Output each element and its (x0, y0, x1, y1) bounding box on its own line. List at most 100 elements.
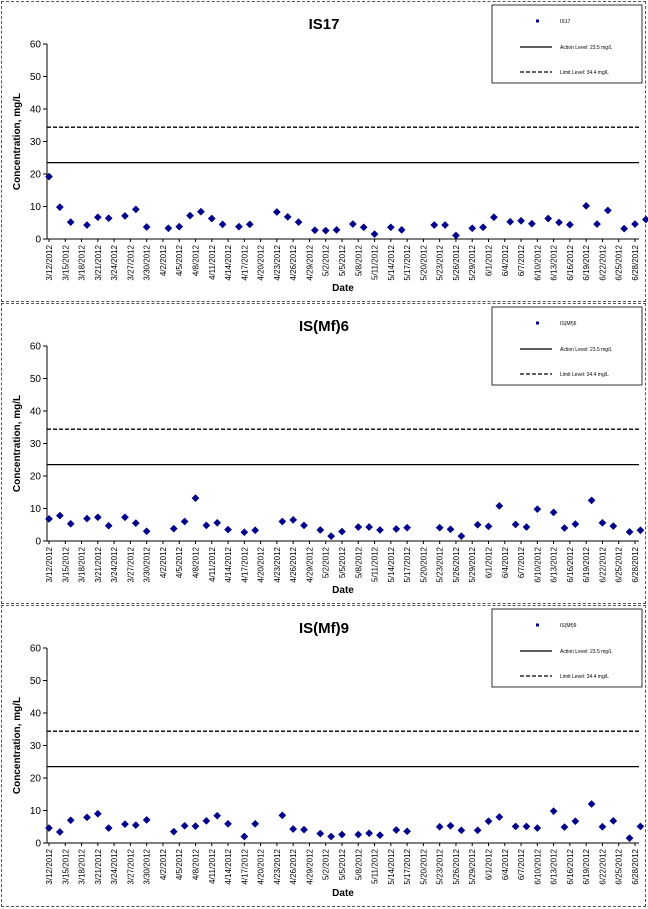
y-tick-label: 40 (30, 105, 42, 116)
data-point (66, 519, 75, 528)
data-point (511, 822, 520, 831)
x-tick-label: 5/26/2012 (452, 244, 461, 280)
legend-box (491, 4, 643, 84)
legend-label: Limit Level: 34.4 mg/L (560, 372, 609, 378)
data-point (164, 224, 173, 233)
data-point (251, 526, 260, 535)
data-point (142, 223, 151, 231)
data-point (620, 224, 629, 233)
y-tick-label: 20 (30, 170, 42, 181)
y-tick-label: 30 (30, 137, 42, 148)
legend-label: Action Level: 23.5 mg/L (560, 45, 612, 51)
data-point (45, 172, 53, 181)
x-tick-label: 4/11/2012 (208, 244, 217, 280)
data-point (441, 221, 450, 229)
x-tick-label: 5/11/2012 (371, 244, 380, 280)
x-tick-label: 6/28/2012 (631, 848, 640, 884)
data-point (625, 834, 634, 843)
x-tick-label: 6/16/2012 (566, 848, 575, 884)
legend-label: Action Level: 23.5 mg/L (560, 649, 612, 655)
y-tick-label: 30 (30, 741, 42, 752)
data-point (131, 519, 140, 528)
y-tick-label: 0 (35, 235, 41, 246)
data-point (202, 521, 211, 530)
x-tick-label: 4/29/2012 (305, 546, 314, 582)
x-tick-label: 6/1/2012 (485, 244, 494, 276)
x-tick-label: 3/21/2012 (94, 546, 103, 582)
chart-svg: IS(Mf)9 Concentration, mg/L 0 10 20 30 40 50 60 3… (12, 608, 648, 899)
x-tick-label: 4/8/2012 (192, 546, 201, 578)
data-point (571, 817, 580, 826)
x-tick-label: 4/5/2012 (175, 244, 184, 276)
data-point (321, 226, 330, 235)
x-tick-label: 4/23/2012 (273, 244, 282, 280)
x-tick-label: 3/15/2012 (61, 546, 70, 582)
x-tick-label: 6/16/2012 (566, 546, 575, 582)
y-tick-label: 20 (30, 472, 42, 483)
x-tick-label: 6/16/2012 (566, 244, 575, 280)
data-point (300, 521, 308, 530)
x-tick-label: 5/8/2012 (354, 848, 363, 880)
x-tick-label: 3/15/2012 (61, 848, 70, 884)
x-tick-label: 6/7/2012 (517, 546, 526, 578)
data-point (283, 212, 292, 221)
data-point (169, 827, 178, 836)
x-tick-label: 5/20/2012 (419, 244, 428, 280)
x-tick-label: 4/14/2012 (224, 546, 233, 582)
x-tick-label: 3/24/2012 (110, 244, 119, 280)
x-tick-label: 6/19/2012 (582, 546, 591, 582)
data-point (121, 211, 129, 220)
data-point (240, 832, 249, 841)
x-tick-label: 6/10/2012 (533, 244, 542, 280)
data-point (354, 523, 363, 531)
data-point (310, 226, 319, 235)
x-tick-label: 3/24/2012 (110, 848, 119, 884)
data-point (370, 230, 379, 239)
y-axis-label: Concentration, mg/L (12, 93, 23, 190)
y-tick-label: 60 (30, 342, 42, 353)
y-tick-label: 60 (30, 40, 42, 51)
data-point (224, 525, 233, 534)
data-point (435, 822, 444, 831)
data-point (457, 532, 466, 541)
data-point (625, 527, 634, 536)
x-tick-label: 4/17/2012 (240, 848, 249, 884)
x-tick-label: 6/28/2012 (631, 244, 640, 280)
x-tick-label: 3/18/2012 (78, 244, 87, 280)
data-point (45, 824, 53, 833)
data-point (55, 511, 64, 520)
data-point (93, 213, 102, 222)
x-axis-label: Date (332, 283, 354, 294)
x-tick-label: 5/29/2012 (468, 244, 477, 280)
data-point (392, 525, 401, 533)
data-point (603, 206, 612, 215)
y-axis-label: Concentration, mg/L (12, 697, 23, 794)
x-tick-label: 4/29/2012 (305, 848, 314, 884)
data-point (593, 220, 601, 229)
data-point (560, 823, 569, 832)
x-tick-label: 3/30/2012 (143, 546, 152, 582)
x-tick-label: 3/27/2012 (126, 546, 135, 582)
data-point (83, 221, 91, 229)
chart-title: IS(Mf)9 (299, 620, 349, 637)
y-tick-label: 30 (30, 439, 42, 450)
data-point (278, 811, 287, 820)
x-tick-label: 4/26/2012 (289, 848, 298, 884)
data-point (435, 523, 444, 532)
x-tick-label: 6/22/2012 (598, 848, 607, 884)
data-point (218, 220, 227, 229)
x-tick-label: 5/17/2012 (403, 546, 412, 582)
x-tick-label: 4/23/2012 (273, 848, 282, 884)
data-point (240, 528, 249, 537)
x-tick-label: 4/2/2012 (159, 244, 168, 276)
data-point (348, 220, 357, 229)
x-tick-label: 6/4/2012 (501, 244, 510, 276)
y-tick-label: 0 (35, 839, 41, 850)
data-point (207, 214, 216, 223)
x-tick-label: 5/8/2012 (354, 244, 363, 276)
y-tick-label: 50 (30, 374, 42, 385)
data-point (365, 829, 374, 838)
x-tick-label: 6/19/2012 (582, 848, 591, 884)
legend-label: IS(Mf)9 (560, 623, 577, 629)
legend-marker-points (536, 623, 539, 627)
